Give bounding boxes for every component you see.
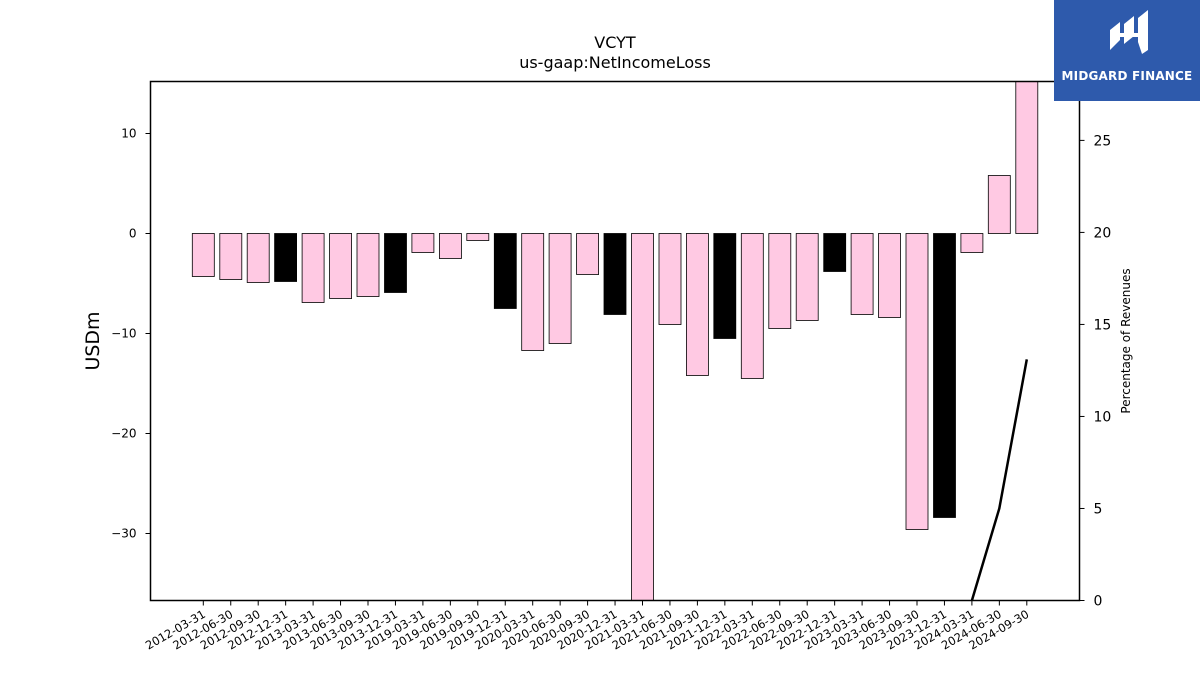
- x-axis: 2012-03-312012-06-302012-09-302012-12-31…: [143, 600, 1031, 653]
- bar: [356, 233, 380, 297]
- y-tick-label: 10: [121, 127, 136, 141]
- bar: [987, 175, 1011, 234]
- brand-logo-text: MIDGARD FINANCE: [1061, 69, 1193, 83]
- y-tick-label: −30: [111, 527, 136, 541]
- line-group: [970, 359, 1029, 601]
- bar: [960, 233, 984, 253]
- y2-tick-label: 5: [1094, 501, 1103, 517]
- percentage-line: [970, 359, 1029, 601]
- y2-tick-label: 20: [1094, 225, 1112, 241]
- bar: [740, 233, 764, 379]
- bar: [1015, 81, 1039, 234]
- bar: [631, 233, 654, 601]
- bar: [329, 233, 353, 299]
- bar: [219, 233, 243, 280]
- bar: [246, 233, 270, 283]
- y2-axis: 25 20 15 10 5 0: [1079, 133, 1112, 610]
- bar: [411, 233, 435, 253]
- y2-tick-label: 25: [1094, 133, 1112, 149]
- bar: [850, 233, 874, 315]
- y-tick-label: −20: [111, 427, 136, 441]
- bar: [521, 233, 545, 351]
- bar: [274, 233, 298, 282]
- y2-axis-label: Percentage of Revenues: [1119, 268, 1133, 413]
- bars-group: [191, 81, 1039, 601]
- bar: [713, 233, 737, 339]
- y-axis: 10 0 −10 −20 −30: [111, 127, 151, 541]
- bar: [191, 233, 215, 277]
- bar: [823, 233, 847, 272]
- bar: [603, 233, 627, 315]
- bar: [658, 233, 682, 325]
- logo-mark-icon: [1110, 10, 1148, 54]
- bar: [795, 233, 819, 321]
- bar: [768, 233, 792, 329]
- bar: [933, 233, 956, 518]
- chart-title: VCYT: [594, 33, 636, 52]
- bar: [493, 233, 517, 309]
- bar: [438, 233, 462, 259]
- bar: [905, 233, 929, 530]
- bar: [384, 233, 407, 293]
- bar: [466, 233, 490, 241]
- chart-subtitle: us-gaap:NetIncomeLoss: [519, 53, 711, 72]
- bar: [878, 233, 901, 318]
- y-axis-label: USDm: [82, 311, 104, 370]
- bar: [548, 233, 572, 344]
- y-tick-label: −10: [111, 327, 136, 341]
- y2-tick-label: 15: [1094, 317, 1112, 333]
- y-tick-label: 0: [129, 227, 137, 241]
- bar: [301, 233, 325, 303]
- bar: [686, 233, 709, 376]
- bar: [576, 233, 599, 275]
- y2-tick-label: 0: [1094, 594, 1103, 610]
- brand-logo: MIDGARD FINANCE: [1054, 0, 1200, 101]
- y2-tick-label: 10: [1094, 409, 1112, 425]
